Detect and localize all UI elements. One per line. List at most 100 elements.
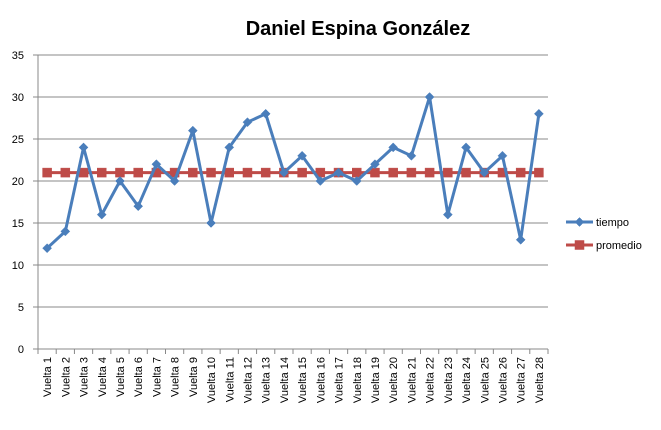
data-point-promedio <box>424 167 435 178</box>
x-tick-label: Vuelta 14 <box>279 357 291 403</box>
data-point-promedio <box>97 167 107 178</box>
axis-layer: 0 5 10 15 20 25 30 35 Vuelta 1 Vuelta 2 Vuelta 3 Vu… <box>12 50 549 403</box>
data-point-tiempo <box>406 150 417 161</box>
x-tick-label: Vuelta 28 <box>534 357 546 403</box>
data-point-tiempo <box>461 142 471 153</box>
series-tiempo <box>42 92 544 254</box>
y-tick-label: 20 <box>12 176 24 188</box>
data-point-tiempo <box>479 167 490 178</box>
data-point-tiempo <box>297 150 307 161</box>
data-point-tiempo <box>151 159 162 170</box>
x-tick-label: Vuelta 8 <box>170 357 182 397</box>
data-point-tiempo <box>206 218 216 228</box>
legend-label: tiempo <box>596 217 629 229</box>
data-point-tiempo <box>260 108 271 119</box>
data-point-tiempo <box>60 226 71 237</box>
data-point-tiempo <box>351 176 362 186</box>
data-point-tiempo <box>442 209 453 220</box>
data-point-promedio <box>388 167 398 178</box>
data-point-promedio <box>224 167 234 178</box>
y-tick-label: 10 <box>12 260 24 272</box>
x-tick-label: Vuelta 7 <box>151 357 163 397</box>
data-point-promedio <box>534 167 544 178</box>
chart-title: Daniel Espina González <box>246 18 471 40</box>
x-tick-label: Vuelta 5 <box>115 357 127 397</box>
data-point-promedio <box>188 167 198 178</box>
data-point-promedio <box>443 167 453 178</box>
series-line-tiempo <box>46 95 541 250</box>
x-tick-label: Vuelta 4 <box>97 357 109 397</box>
data-point-tiempo <box>388 142 399 153</box>
data-point-tiempo <box>78 142 89 153</box>
legend-marker <box>574 240 585 250</box>
data-point-tiempo <box>242 117 253 128</box>
x-tick-label: Vuelta 13 <box>261 357 273 403</box>
data-point-tiempo <box>42 243 52 254</box>
data-point-promedio <box>60 167 71 178</box>
x-tick-label: Vuelta 6 <box>133 357 145 397</box>
series-promedio <box>42 167 544 178</box>
x-tick-label: Vuelta 18 <box>352 357 364 403</box>
data-point-tiempo <box>497 150 508 161</box>
x-tick-label: Vuelta 10 <box>206 357 218 403</box>
series-layer <box>42 92 544 254</box>
y-tick-label: 35 <box>12 50 24 62</box>
legend-item-tiempo: tiempo <box>566 217 629 229</box>
data-point-promedio <box>370 167 380 178</box>
data-point-tiempo <box>315 176 326 186</box>
data-point-tiempo <box>370 159 380 170</box>
x-tick-label: Vuelta 9 <box>188 357 200 397</box>
data-point-promedio <box>42 167 52 178</box>
data-point-promedio <box>133 167 143 178</box>
x-tick-label: Vuelta 11 <box>224 357 236 402</box>
legend: tiempo promedio <box>566 217 642 252</box>
data-point-promedio <box>206 167 216 178</box>
y-tick-label: 25 <box>12 134 24 146</box>
legend-item-promedio: promedio <box>566 240 642 252</box>
x-tick-label: Vuelta 21 <box>406 357 418 403</box>
x-tick-label: Vuelta 1 <box>42 357 54 397</box>
data-point-tiempo <box>187 125 198 136</box>
data-point-tiempo <box>424 92 435 102</box>
legend-marker <box>574 217 585 227</box>
data-point-promedio <box>242 167 253 178</box>
x-tick-label: Vuelta 22 <box>425 357 437 403</box>
x-tick-label: Vuelta 17 <box>334 357 346 403</box>
y-tick-label: 0 <box>18 344 24 356</box>
x-tick-label: Vuelta 27 <box>516 357 528 403</box>
data-point-promedio <box>78 167 89 178</box>
data-point-promedio <box>406 167 417 178</box>
x-tick-label: Vuelta 3 <box>79 357 91 397</box>
data-point-promedio <box>515 167 526 178</box>
data-point-tiempo <box>515 234 526 245</box>
data-point-promedio <box>352 167 362 178</box>
y-tick-label: 15 <box>12 218 24 230</box>
x-tick-label: Vuelta 2 <box>60 357 72 397</box>
x-tick-label: Vuelta 12 <box>242 357 254 403</box>
x-tick-label: Vuelta 15 <box>297 357 309 403</box>
data-point-tiempo <box>115 176 125 186</box>
legend-label: promedio <box>596 240 642 252</box>
data-point-promedio <box>115 167 125 178</box>
data-point-promedio <box>461 167 471 178</box>
data-point-tiempo <box>133 201 144 212</box>
y-tick-label: 30 <box>12 92 24 104</box>
grid-layer <box>38 54 548 308</box>
y-tick-label: 5 <box>18 302 24 314</box>
x-tick-label: Vuelta 23 <box>443 357 455 403</box>
data-point-tiempo <box>169 176 180 186</box>
x-tick-label: Vuelta 19 <box>370 357 382 403</box>
x-tick-label: Vuelta 24 <box>461 357 473 403</box>
data-point-promedio <box>297 167 307 178</box>
x-tick-label: Vuelta 26 <box>497 357 509 403</box>
x-tick-label: Vuelta 25 <box>479 357 491 403</box>
data-point-tiempo <box>534 108 544 119</box>
data-point-tiempo <box>333 167 344 178</box>
x-tick-label: Vuelta 20 <box>388 357 400 403</box>
data-point-tiempo <box>279 167 289 178</box>
data-point-tiempo <box>96 209 107 220</box>
data-point-tiempo <box>224 142 235 153</box>
x-tick-label: Vuelta 16 <box>315 357 327 403</box>
